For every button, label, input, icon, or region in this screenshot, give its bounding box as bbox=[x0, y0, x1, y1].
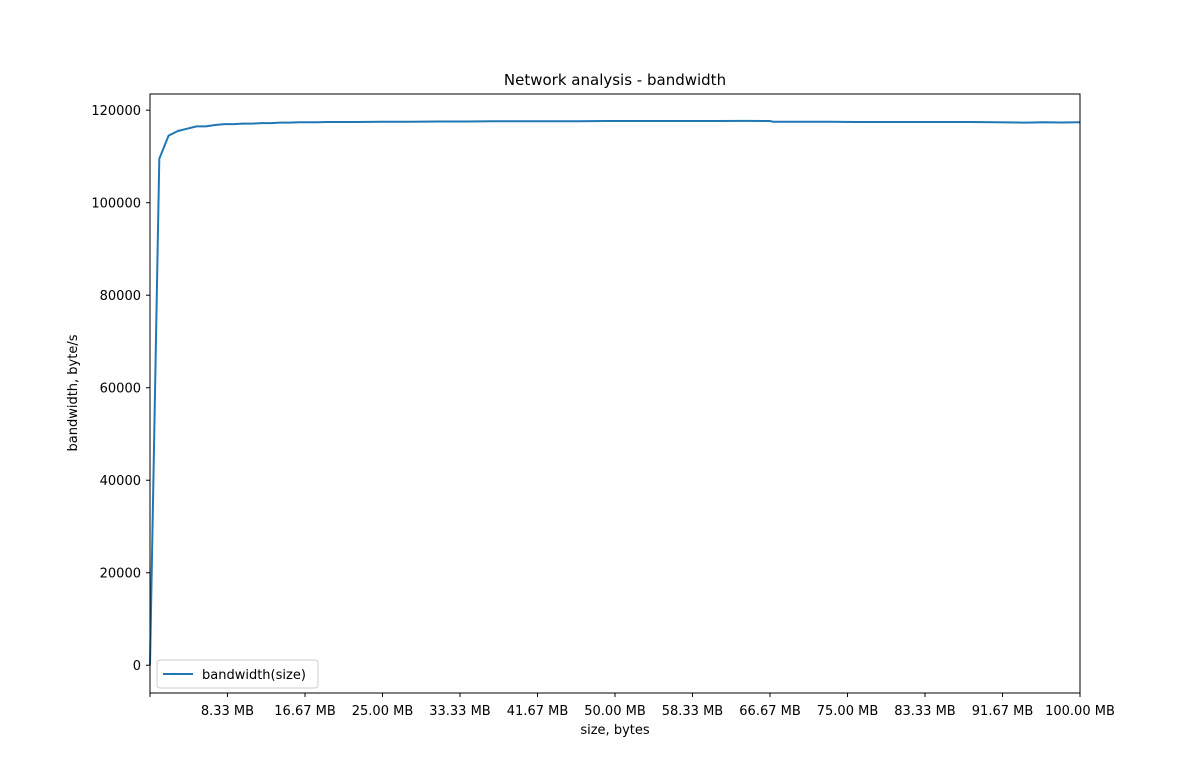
x-tick-label: 33.33 MB bbox=[429, 704, 490, 719]
x-axis: 8.33 MB 16.67 MB 25.00 MB 33.33 MB 41.67 MB 5… bbox=[149, 693, 1115, 719]
x-tick-label: 75.00 MB bbox=[817, 704, 878, 719]
x-tick-label: 91.67 MB bbox=[972, 704, 1033, 719]
x-axis-label: size, bytes bbox=[580, 723, 650, 738]
y-tick-label: 80000 bbox=[100, 289, 141, 304]
x-tick-label: 25.00 MB bbox=[352, 704, 413, 719]
y-tick-label: 40000 bbox=[100, 474, 141, 489]
legend-label: bandwidth(size) bbox=[202, 668, 306, 683]
x-tick-label: 16.67 MB bbox=[274, 704, 335, 719]
chart-title: Network analysis - bandwidth bbox=[504, 71, 726, 89]
legend: bandwidth(size) bbox=[156, 659, 319, 689]
y-tick-label: 0 bbox=[133, 659, 141, 674]
y-tick-label: 120000 bbox=[91, 104, 141, 119]
x-tick-label: 100.00 MB bbox=[1045, 704, 1115, 719]
legend-box bbox=[156, 659, 319, 689]
x-tick-label: 41.67 MB bbox=[507, 704, 568, 719]
y-axis: 0 20000 40000 60000 80000 100000 120000 bbox=[91, 104, 150, 674]
y-tick-label: 100000 bbox=[91, 197, 141, 212]
x-tick-label: 50.00 MB bbox=[584, 704, 645, 719]
y-tick-label: 60000 bbox=[100, 382, 141, 397]
series-line-bandwidth bbox=[149, 119, 1081, 666]
x-tick-label: 83.33 MB bbox=[894, 704, 955, 719]
x-tick-label: 8.33 MB bbox=[201, 704, 254, 719]
y-tick-label: 20000 bbox=[100, 567, 141, 582]
x-tick-label: 58.33 MB bbox=[662, 704, 723, 719]
y-axis-label: bandwidth, byte/s bbox=[66, 334, 81, 451]
x-tick-label: 66.67 MB bbox=[739, 704, 800, 719]
plot-frame bbox=[149, 93, 1081, 694]
